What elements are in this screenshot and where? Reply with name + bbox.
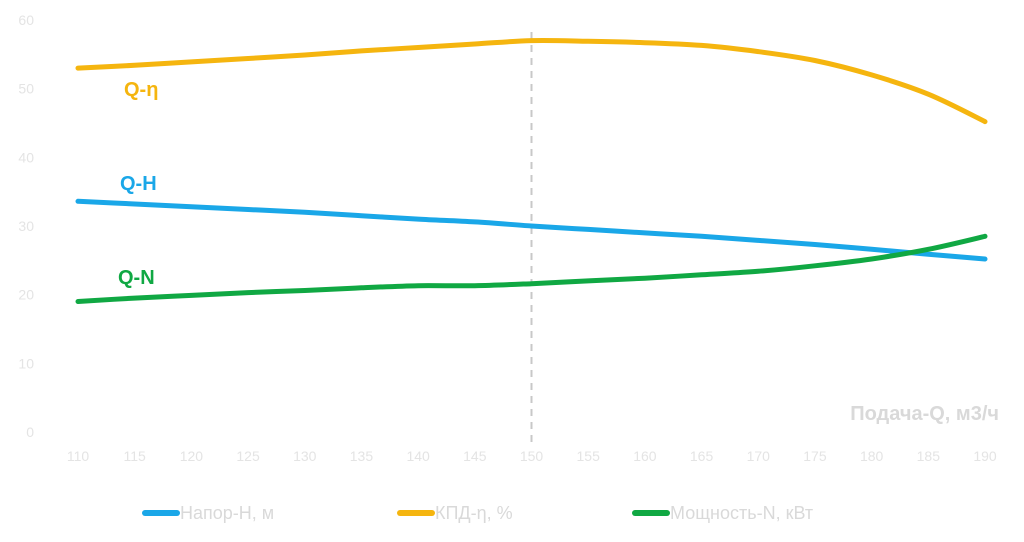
legend-label-efficiency: КПД-η, %	[435, 502, 513, 523]
series-line-power	[75, 233, 988, 304]
x-tick-115: 115	[124, 448, 147, 464]
x-tick-180: 180	[860, 448, 884, 464]
x-tick-120: 120	[180, 448, 204, 464]
y-tick-30: 30	[18, 218, 34, 234]
x-tick-150: 150	[520, 448, 544, 464]
x-tick-170: 170	[747, 448, 771, 464]
x-tick-160: 160	[633, 448, 657, 464]
curve-label-q-n: Q-N	[118, 267, 155, 289]
legend-item-efficiency[interactable]: КПД-η, %	[397, 498, 513, 528]
line-chart: 0 10 20 30 40 50 60 110 115 120 125 130 135 140 145 15…	[18, 12, 999, 464]
y-tick-60: 60	[18, 12, 34, 28]
y-tick-40: 40	[18, 149, 34, 165]
x-tick-140: 140	[406, 448, 430, 464]
x-tick-175: 175	[803, 448, 827, 464]
y-tick-0: 0	[26, 424, 34, 440]
legend-label-power: Мощность-N, кВт	[670, 502, 814, 523]
x-tick-190: 190	[973, 448, 997, 464]
y-tick-50: 50	[18, 81, 34, 97]
x-tick-185: 185	[917, 448, 941, 464]
x-axis-ticks: 110 115 120 125 130 135 140 145 150 155 160 165 170 1…	[67, 448, 997, 464]
curve-label-q-h: Q-H	[120, 173, 157, 195]
x-tick-110: 110	[67, 448, 90, 464]
series-line-efficiency	[75, 37, 988, 125]
y-axis-ticks: 0 10 20 30 40 50 60	[18, 12, 34, 440]
legend-swatch-efficiency	[397, 510, 435, 516]
legend-swatch-power	[632, 510, 670, 516]
legend-item-head[interactable]: Напор-Н, м	[142, 498, 274, 528]
x-tick-125: 125	[236, 448, 260, 464]
series-line-head	[75, 198, 988, 262]
x-tick-165: 165	[690, 448, 714, 464]
curve-label-q-eta: Q-η	[124, 79, 158, 101]
y-tick-10: 10	[18, 355, 34, 371]
x-tick-130: 130	[293, 448, 317, 464]
x-tick-145: 145	[463, 448, 487, 464]
y-tick-20: 20	[18, 287, 34, 303]
legend: Напор-Н, м КПД-η, % Мощность-N, кВт	[0, 498, 1024, 528]
x-tick-155: 155	[577, 448, 601, 464]
legend-item-power[interactable]: Мощность-N, кВт	[632, 498, 813, 528]
x-axis-title: Подача-Q, м3/ч	[850, 403, 999, 425]
x-tick-135: 135	[350, 448, 374, 464]
legend-label-head: Напор-Н, м	[180, 502, 275, 523]
legend-swatch-head	[142, 510, 180, 516]
series-lines	[75, 37, 988, 304]
